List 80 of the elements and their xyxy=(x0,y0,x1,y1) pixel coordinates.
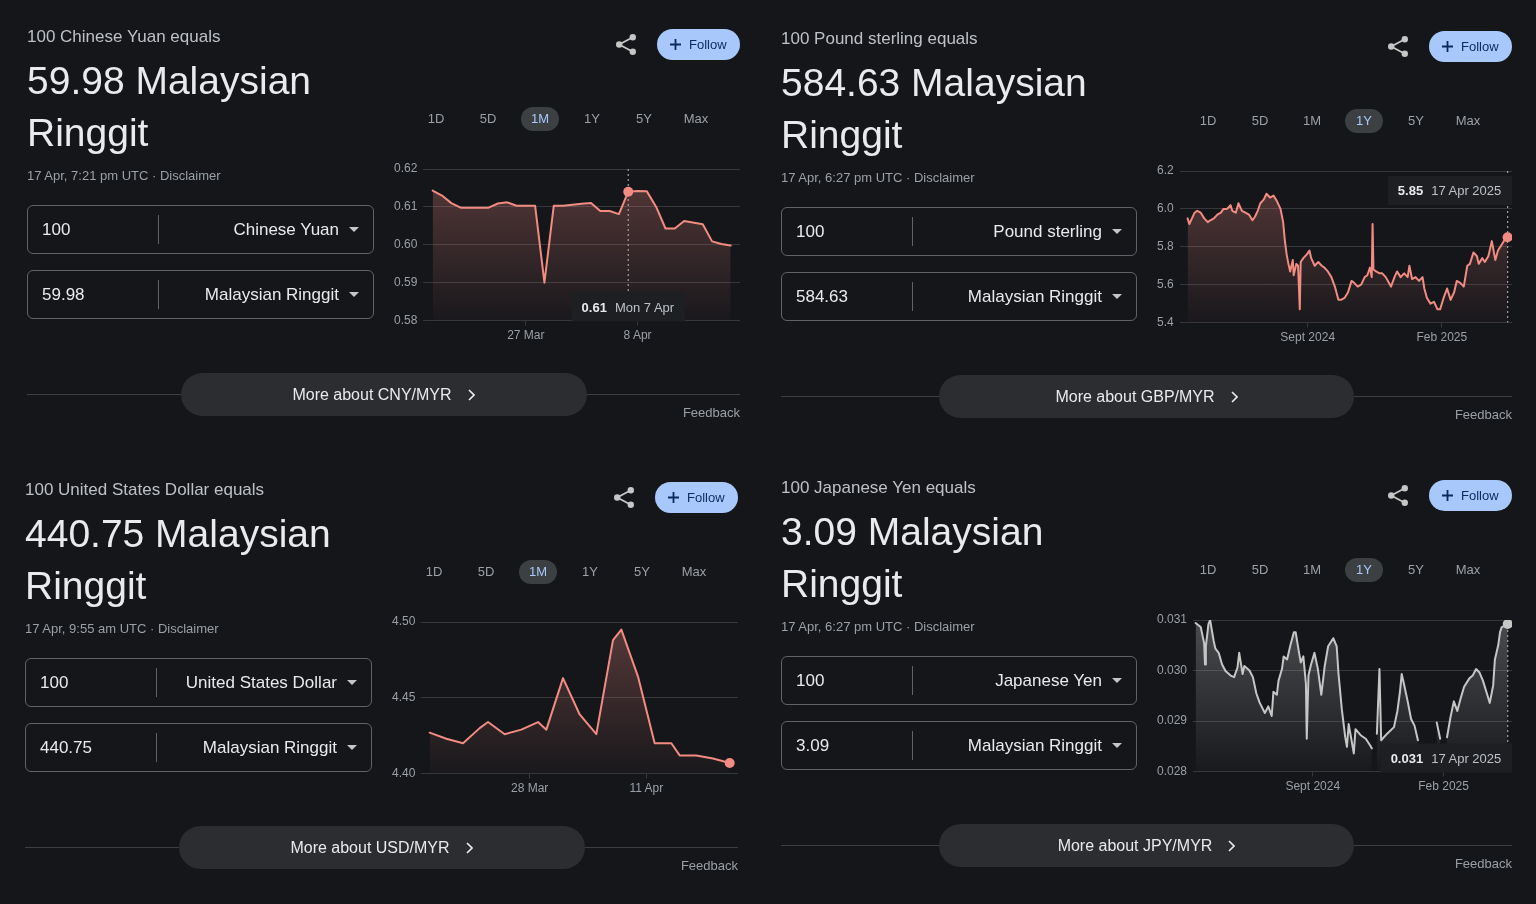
text: 5D xyxy=(1250,112,1270,130)
text: 1Y xyxy=(581,563,599,581)
more-about-button: More about GBP/MYR xyxy=(939,375,1354,418)
more-about-button: More about USD/MYR xyxy=(178,826,585,869)
text: 5D xyxy=(1250,561,1270,579)
follow-button: Follow xyxy=(655,482,738,513)
x-tick-label: Feb 2025 xyxy=(1418,779,1470,794)
follow-button: Follow xyxy=(1429,480,1512,511)
chart-title: 59.98 Malaysian Ringgit xyxy=(27,58,312,156)
y-tick-label: 0.61 xyxy=(394,199,418,214)
text: 5Y xyxy=(635,110,653,128)
x-tick-label: 8 Apr xyxy=(623,328,652,343)
text: Max xyxy=(680,563,708,581)
y-tick-label: 5.6 xyxy=(1156,277,1174,292)
input-field: 584.63 Malaysian Ringgit xyxy=(781,272,1137,321)
text: 17 Apr, 9:55 am UTC · Disclaimer xyxy=(25,621,219,637)
text: 17 Apr, 6:27 pm UTC · Disclaimer xyxy=(781,619,975,635)
more-about-button: More about CNY/MYR xyxy=(180,373,587,416)
annotation: 5.85 17 Apr 2025 xyxy=(1397,183,1502,199)
y-tick-label: 5.4 xyxy=(1156,314,1174,329)
follow-button: Follow xyxy=(1429,31,1512,62)
text: 1D xyxy=(424,563,444,581)
input-field: 100 Japanese Yen xyxy=(781,656,1137,705)
x-tick-label: 27 Mar xyxy=(507,328,545,343)
chart-title: 3.09 Malaysian Ringgit xyxy=(781,509,1045,607)
y-tick-label: 0.029 xyxy=(1157,713,1188,728)
y-tick-label: 5.8 xyxy=(1156,239,1174,254)
text: 100 United States Dollar equals xyxy=(25,480,265,500)
text: 17 Apr, 7:21 pm UTC · Disclaimer xyxy=(27,168,221,184)
text: 1D xyxy=(1198,112,1218,130)
text: 1D xyxy=(1198,561,1218,579)
text: 5D xyxy=(478,110,498,128)
x-tick-label: Feb 2025 xyxy=(1416,330,1468,345)
text: Feedback xyxy=(681,405,740,421)
y-tick-label: 4.40 xyxy=(392,765,416,780)
text: Feedback xyxy=(1453,407,1512,423)
text: 1M xyxy=(1301,112,1323,130)
annotation: 0.031 17 Apr 2025 xyxy=(1390,750,1502,766)
input-field: 100 United States Dollar xyxy=(25,658,372,707)
text: 100 Japanese Yen equals xyxy=(781,478,976,498)
input-field: 3.09 Malaysian Ringgit xyxy=(781,721,1137,770)
x-tick-label: 28 Mar xyxy=(511,781,549,796)
chart-title: 584.63 Malaysian Ringgit xyxy=(781,60,1088,158)
x-tick-label: Sept 2024 xyxy=(1285,779,1341,794)
y-tick-label: 6.0 xyxy=(1156,201,1174,216)
follow-button: Follow xyxy=(657,29,740,60)
y-tick-label: 0.62 xyxy=(394,161,418,176)
x-tick-label: Sept 2024 xyxy=(1280,330,1336,345)
input-field: 440.75 Malaysian Ringgit xyxy=(25,723,372,772)
text: 5Y xyxy=(1407,112,1425,130)
text: 5Y xyxy=(1407,561,1425,579)
text: Max xyxy=(682,110,710,128)
y-tick-label: 4.50 xyxy=(392,614,416,629)
y-tick-label: 4.45 xyxy=(392,690,416,705)
input-field: 59.98 Malaysian Ringgit xyxy=(27,270,374,319)
annotation: 0.61 Mon 7 Apr xyxy=(581,299,675,315)
text: 5D xyxy=(476,563,496,581)
text: 100 Pound sterling equals xyxy=(781,29,978,49)
text: 5Y xyxy=(633,563,651,581)
y-tick-label: 0.58 xyxy=(394,312,418,327)
y-tick-label: 0.60 xyxy=(394,237,418,252)
y-tick-label: 0.028 xyxy=(1157,763,1188,778)
x-tick-label: 11 Apr xyxy=(629,781,664,796)
text: Feedback xyxy=(679,858,738,874)
y-tick-label: 6.2 xyxy=(1156,163,1174,178)
text: Max xyxy=(1454,561,1482,579)
text: 1D xyxy=(426,110,446,128)
text: Max xyxy=(1454,112,1482,130)
more-about-button: More about JPY/MYR xyxy=(939,824,1354,867)
text: 17 Apr, 6:27 pm UTC · Disclaimer xyxy=(781,170,975,186)
input-field: 100 Chinese Yuan xyxy=(27,205,374,254)
input-field: 100 Pound sterling xyxy=(781,207,1137,256)
text: 1Y xyxy=(583,110,601,128)
y-tick-label: 0.031 xyxy=(1157,612,1188,627)
chart-title: 440.75 Malaysian Ringgit xyxy=(25,511,332,609)
text: 1M xyxy=(1301,561,1323,579)
y-tick-label: 0.030 xyxy=(1157,662,1188,677)
text: 100 Chinese Yuan equals xyxy=(27,27,221,47)
y-tick-label: 0.59 xyxy=(394,275,418,290)
text: Feedback xyxy=(1453,856,1512,872)
